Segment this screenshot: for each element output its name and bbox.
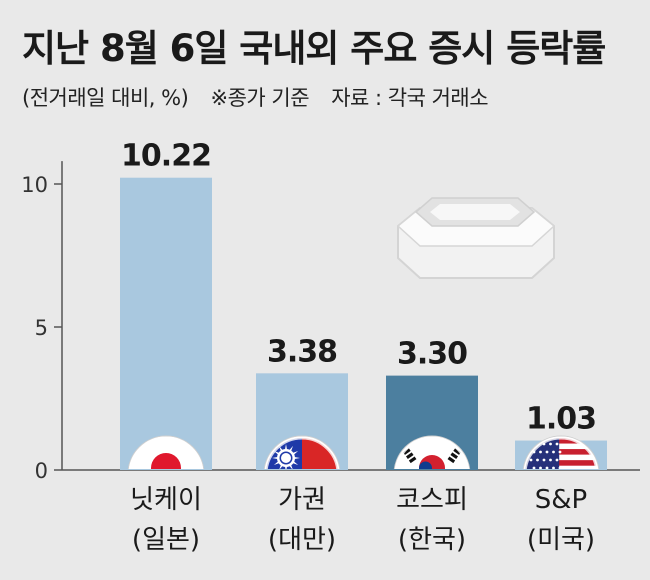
y-tick-label: 10 (21, 173, 48, 197)
unit-note: (전거래일 대비, %) (22, 86, 189, 110)
category-region-label: (미국) (527, 525, 595, 555)
value-label: 3.30 (397, 337, 467, 372)
value-label: 10.22 (121, 139, 211, 174)
bar-1 (120, 177, 212, 470)
usa-flag-icon (522, 435, 600, 469)
y-tick-label: 0 (35, 459, 48, 483)
value-label: 1.03 (526, 402, 596, 437)
coin-stack-ring-hole (430, 204, 520, 220)
category-label: 닛케이 (130, 485, 202, 515)
coin-stack-illustration (396, 197, 556, 279)
value-label: 3.38 (267, 334, 337, 369)
category-region-label: (대만) (268, 525, 336, 555)
category-region-label: (일본) (132, 525, 200, 555)
chart-subtitle: (전거래일 대비, %) ※종가 기준 자료 : 각국 거래소 (22, 82, 489, 112)
category-label: S&P (535, 485, 587, 515)
source-note: 자료 : 각국 거래소 (331, 86, 489, 110)
chart-title: 지난 8월 6일 국내외 주요 증시 등락률 (22, 27, 606, 70)
basis-note: ※종가 기준 (210, 86, 310, 110)
category-region-label: (한국) (398, 525, 466, 555)
category-label: 코스피 (396, 485, 468, 515)
category-label: 가권 (278, 485, 326, 515)
y-tick-label: 5 (35, 316, 48, 340)
